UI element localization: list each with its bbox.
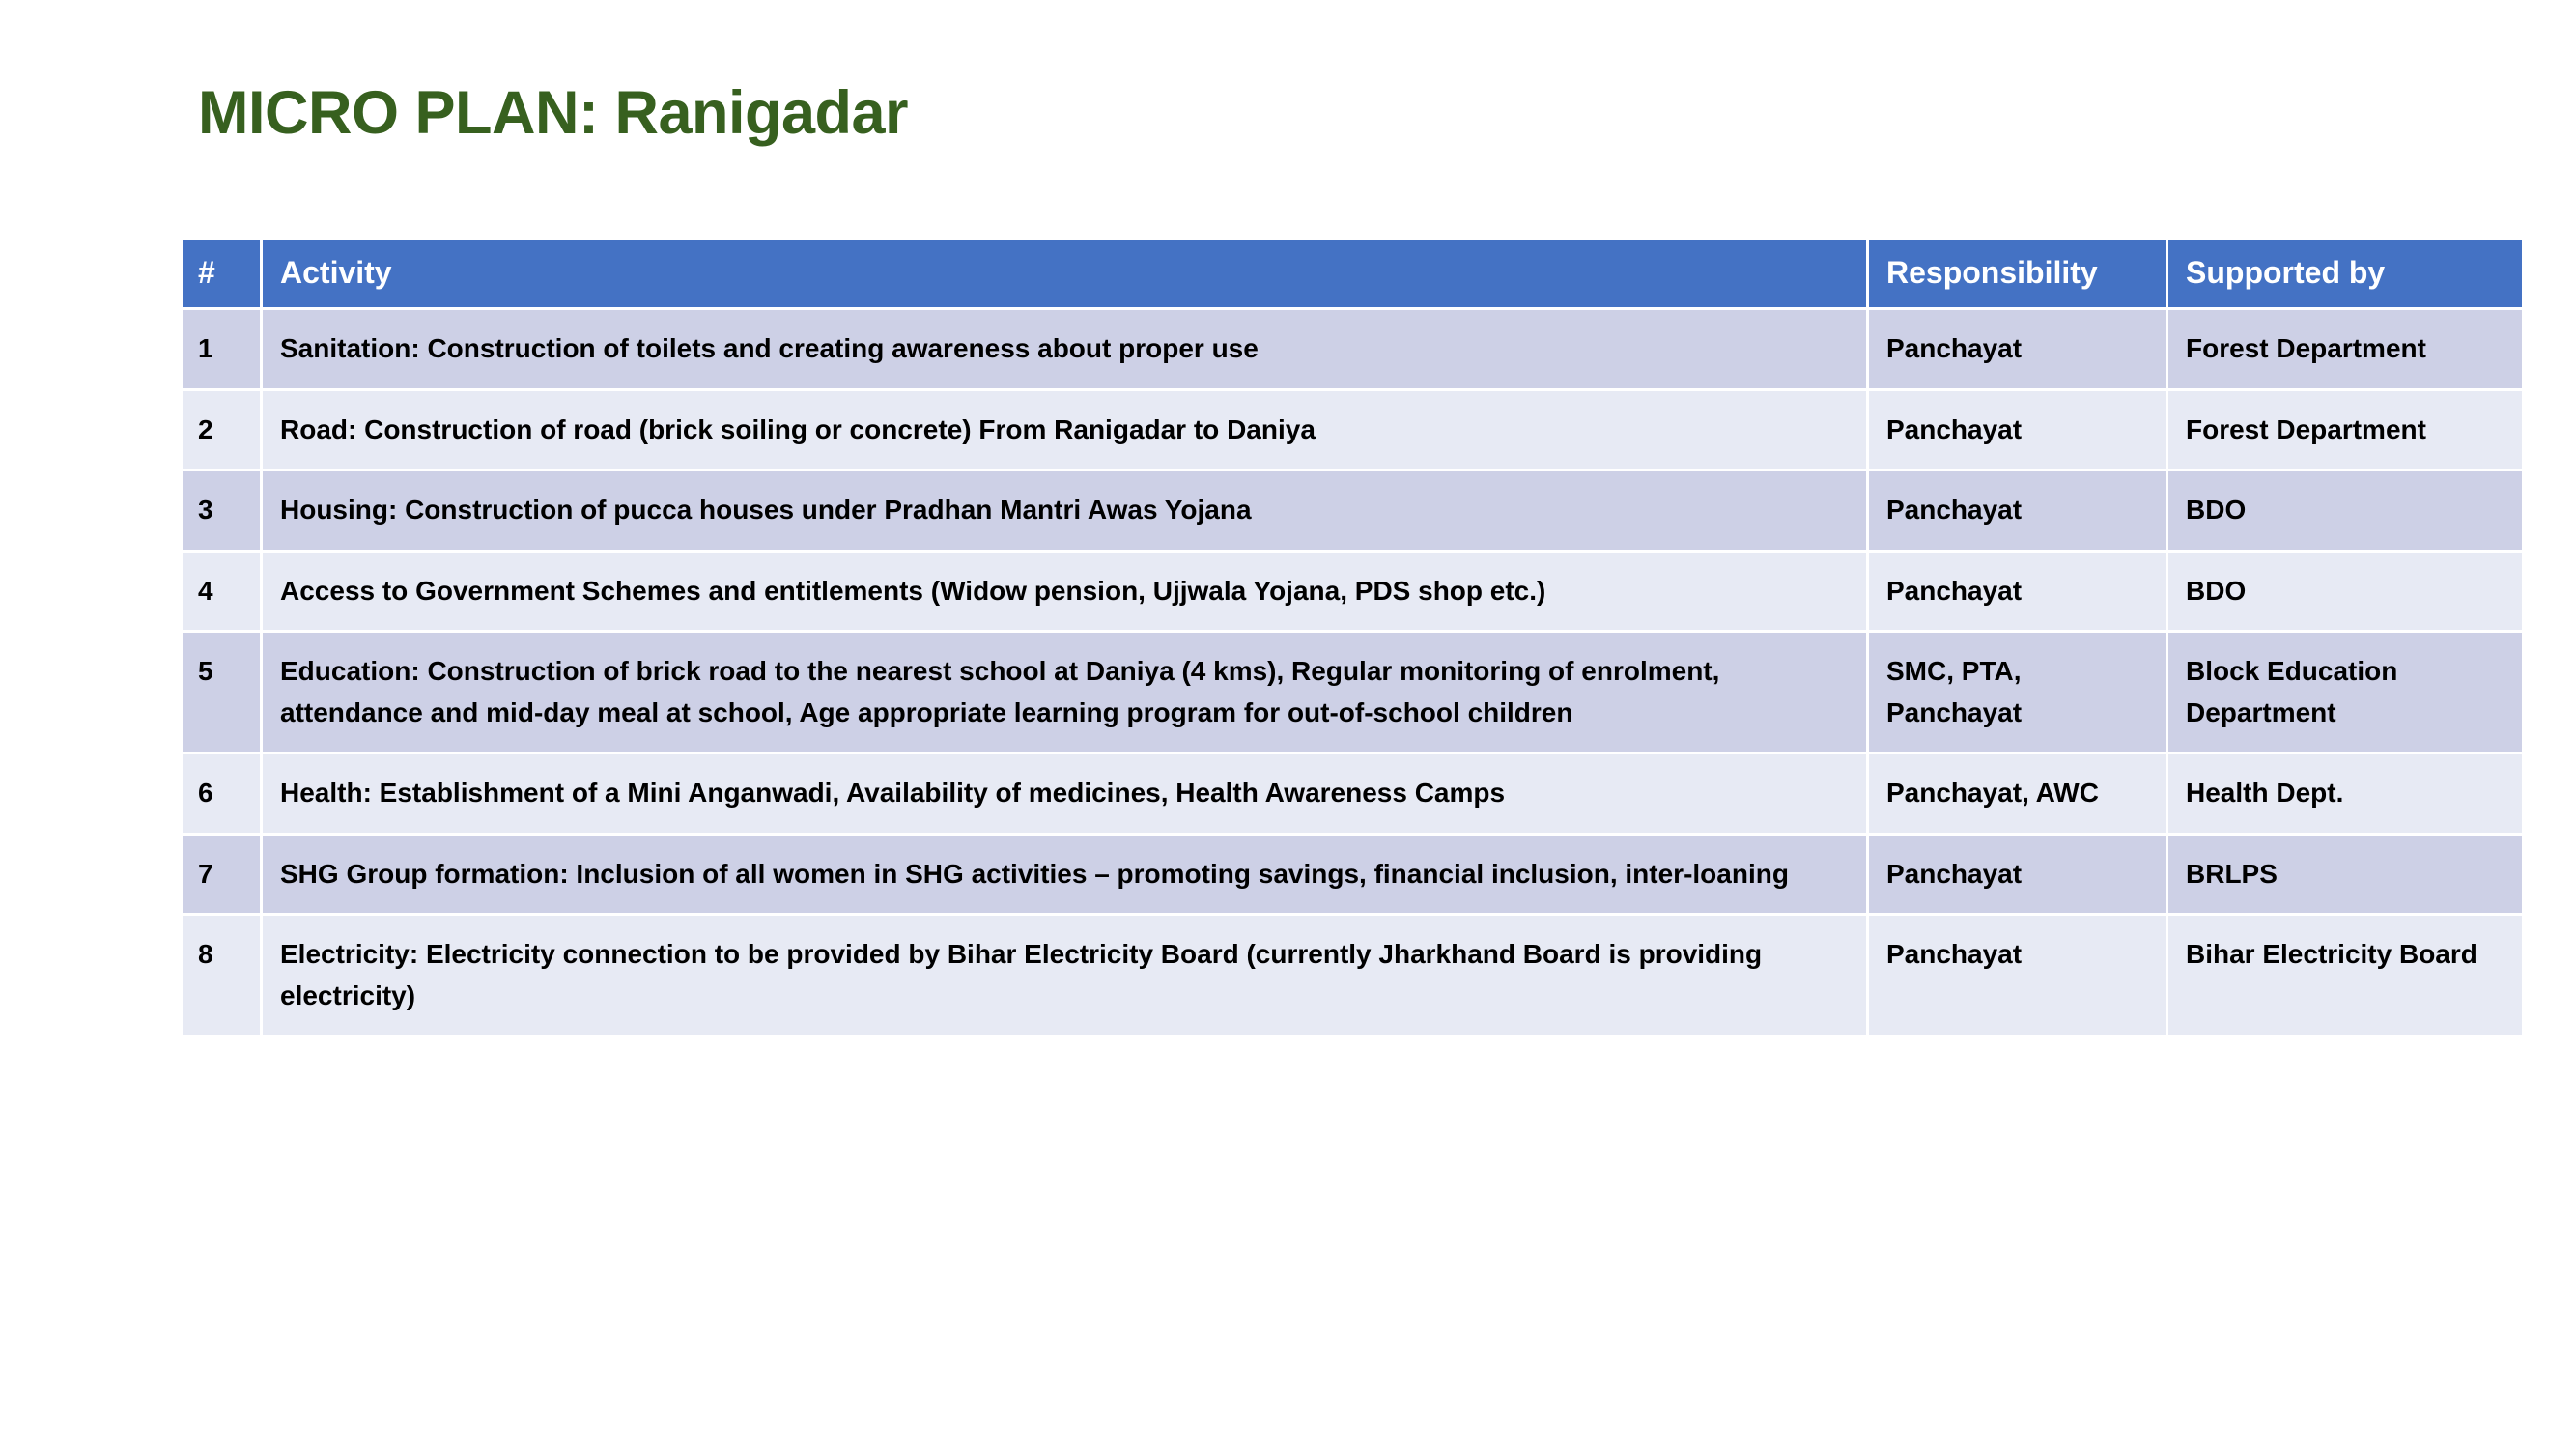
cell-activity: Education: Construction of brick road to… (263, 633, 1866, 753)
cell-activity: Housing: Construction of pucca houses un… (263, 471, 1866, 550)
table-header-row: # Activity Responsibility Supported by (183, 240, 2522, 307)
table-body: 1 Sanitation: Construction of toilets an… (183, 310, 2522, 1036)
cell-responsibility: Panchayat (1869, 310, 2166, 388)
cell-supported-by: Bihar Electricity Board (2168, 916, 2522, 1036)
cell-number: 1 (183, 310, 260, 388)
table-row: 2 Road: Construction of road (brick soil… (183, 390, 2522, 469)
table-row: 3 Housing: Construction of pucca houses … (183, 471, 2522, 550)
cell-supported-by: Forest Department (2168, 390, 2522, 469)
cell-number: 5 (183, 633, 260, 753)
table-row: 6 Health: Establishment of a Mini Anganw… (183, 754, 2522, 833)
table-header: # Activity Responsibility Supported by (183, 240, 2522, 307)
cell-supported-by: Forest Department (2168, 310, 2522, 388)
table-row: 5 Education: Construction of brick road … (183, 633, 2522, 753)
cell-responsibility: Panchayat (1869, 552, 2166, 631)
cell-activity: SHG Group formation: Inclusion of all wo… (263, 835, 1866, 914)
table-row: 8 Electricity: Electricity connection to… (183, 916, 2522, 1036)
cell-number: 2 (183, 390, 260, 469)
cell-responsibility: Panchayat (1869, 916, 2166, 1036)
cell-activity: Health: Establishment of a Mini Anganwad… (263, 754, 1866, 833)
table-row: 1 Sanitation: Construction of toilets an… (183, 310, 2522, 388)
cell-supported-by: BDO (2168, 552, 2522, 631)
column-header-activity[interactable]: Activity (263, 240, 1866, 307)
cell-number: 6 (183, 754, 260, 833)
cell-activity: Electricity: Electricity connection to b… (263, 916, 1866, 1036)
cell-number: 7 (183, 835, 260, 914)
cell-activity: Access to Government Schemes and entitle… (263, 552, 1866, 631)
column-header-number[interactable]: # (183, 240, 260, 307)
cell-number: 8 (183, 916, 260, 1036)
cell-responsibility: SMC, PTA, Panchayat (1869, 633, 2166, 753)
table-row: 4 Access to Government Schemes and entit… (183, 552, 2522, 631)
cell-supported-by: BRLPS (2168, 835, 2522, 914)
page-title: MICRO PLAN: Ranigadar (198, 79, 909, 147)
micro-plan-table: # Activity Responsibility Supported by 1… (180, 237, 2525, 1037)
cell-responsibility: Panchayat, AWC (1869, 754, 2166, 833)
cell-activity: Sanitation: Construction of toilets and … (263, 310, 1866, 388)
cell-number: 3 (183, 471, 260, 550)
cell-number: 4 (183, 552, 260, 631)
column-header-responsibility[interactable]: Responsibility (1869, 240, 2166, 307)
cell-responsibility: Panchayat (1869, 471, 2166, 550)
column-header-supported-by[interactable]: Supported by (2168, 240, 2522, 307)
table-row: 7 SHG Group formation: Inclusion of all … (183, 835, 2522, 914)
cell-supported-by: Health Dept. (2168, 754, 2522, 833)
cell-responsibility: Panchayat (1869, 390, 2166, 469)
cell-supported-by: BDO (2168, 471, 2522, 550)
cell-supported-by: Block Education Department (2168, 633, 2522, 753)
cell-activity: Road: Construction of road (brick soilin… (263, 390, 1866, 469)
cell-responsibility: Panchayat (1869, 835, 2166, 914)
